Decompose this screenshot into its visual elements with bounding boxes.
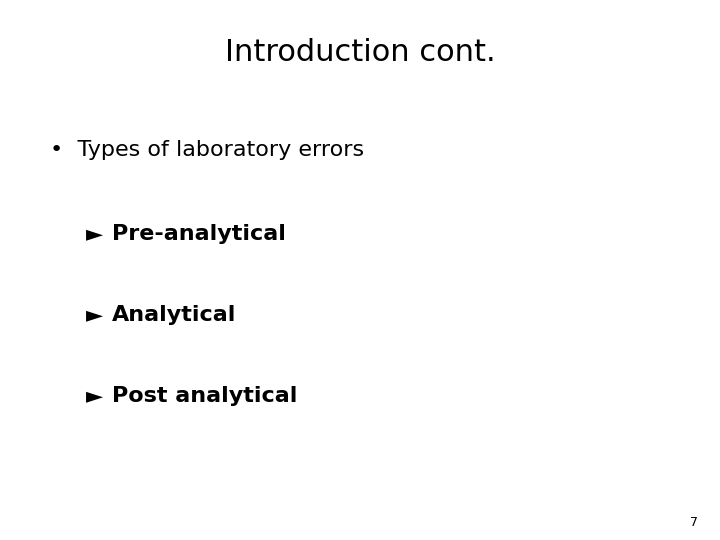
Text: Analytical: Analytical <box>112 305 236 325</box>
Text: ►: ► <box>86 224 104 244</box>
Text: ►: ► <box>86 386 104 406</box>
Text: •  Types of laboratory errors: • Types of laboratory errors <box>50 140 364 160</box>
Text: ►: ► <box>86 305 104 325</box>
Text: Post analytical: Post analytical <box>112 386 297 406</box>
Text: 7: 7 <box>690 516 698 529</box>
Text: Pre-analytical: Pre-analytical <box>112 224 285 244</box>
Text: Introduction cont.: Introduction cont. <box>225 38 495 67</box>
